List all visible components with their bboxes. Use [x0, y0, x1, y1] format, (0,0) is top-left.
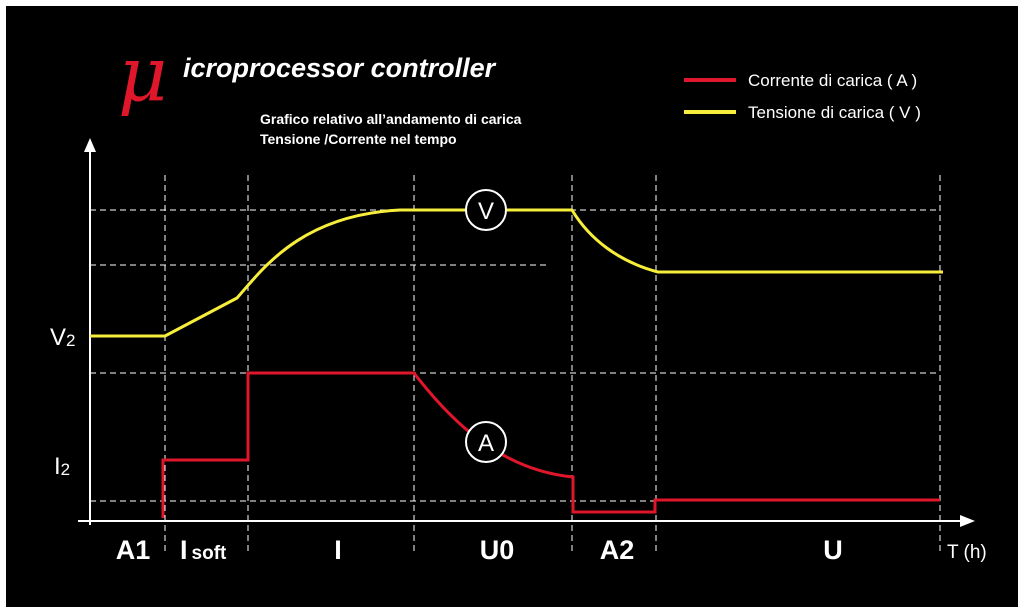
y-axis-arrow — [84, 138, 96, 152]
voltage-curve — [90, 208, 943, 338]
axes — [78, 138, 975, 527]
y-label-voltage: V2 — [50, 324, 75, 351]
diagram-frame — [6, 6, 1018, 607]
phase-label-i: I — [334, 535, 342, 565]
grid-lines — [90, 175, 941, 555]
voltage-marker-label: V — [478, 198, 494, 225]
phase-label-u: U — [823, 535, 843, 565]
phase-label-a2: A2 — [600, 535, 635, 565]
legend-voltage-label: Tensione di carica ( V ) — [748, 103, 921, 122]
y-label-current: I2 — [54, 453, 70, 480]
subtitle-line-1: Grafico relativo all’andamento di carica — [260, 111, 522, 127]
title-mu: μ — [118, 29, 167, 118]
voltage-marker: V — [465, 189, 507, 231]
current-curve — [161, 371, 940, 518]
x-axis-label: T (h) — [947, 542, 987, 563]
phase-label-u0: U0 — [480, 535, 515, 565]
phase-label-a1: A1 — [116, 535, 151, 565]
legend-current-label: Corrente di carica ( A ) — [748, 71, 917, 90]
subtitle-line-2: Tensione /Corrente nel tempo — [260, 131, 457, 147]
title-text: icroprocessor controller — [183, 53, 497, 83]
current-marker-label: A — [478, 430, 494, 457]
current-marker: A — [465, 421, 507, 463]
x-axis-arrow — [960, 515, 975, 527]
